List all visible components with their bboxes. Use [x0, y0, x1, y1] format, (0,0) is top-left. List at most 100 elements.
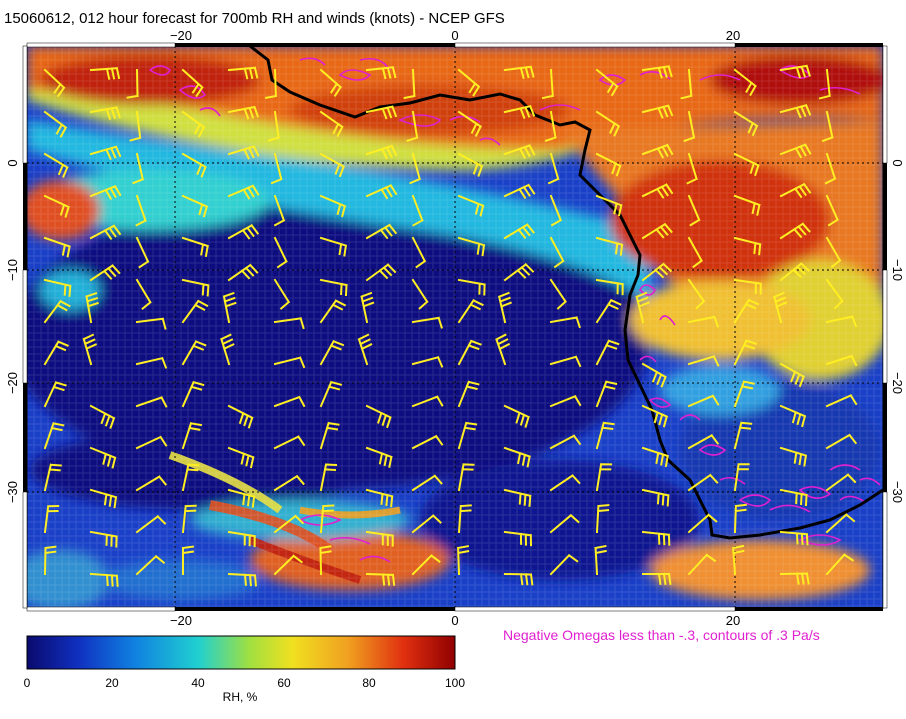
- wind-barb: [126, 68, 139, 99]
- wind-barb: [457, 236, 486, 257]
- wind-barb: [273, 474, 305, 492]
- wind-barb: [549, 316, 581, 329]
- wind-barb: [541, 68, 554, 100]
- wind-barb: [411, 236, 427, 269]
- wind-barb: [595, 194, 623, 217]
- wind-barb: [818, 68, 831, 100]
- wind-barb: [227, 572, 257, 587]
- wind-barb: [733, 194, 761, 216]
- wind-barb: [411, 514, 442, 534]
- wind-barb: [547, 152, 560, 185]
- wind-barb: [181, 236, 209, 258]
- wind-barb: [135, 554, 166, 576]
- wind-barb: [733, 503, 747, 534]
- wind-barb: [503, 262, 535, 282]
- wind-barb: [733, 421, 753, 450]
- wind-barb: [222, 291, 237, 324]
- wind-barb: [549, 355, 582, 368]
- wind-barb: [732, 544, 745, 576]
- wind-barb: [319, 339, 345, 366]
- wind-barb: [273, 395, 306, 408]
- wind-barb: [319, 504, 335, 534]
- wind-barb: [273, 435, 306, 450]
- wind-barb: [457, 463, 475, 492]
- wind-barb: [457, 339, 482, 366]
- wind-barb: [549, 394, 582, 408]
- wind-barb: [89, 184, 122, 200]
- wind-barb: [227, 530, 256, 548]
- wind-barb: [825, 433, 858, 450]
- wind-barb: [319, 278, 348, 297]
- wind-barb: [733, 278, 762, 295]
- wind-barb: [687, 355, 720, 367]
- wind-barb: [779, 143, 812, 159]
- wind-barb: [825, 236, 842, 269]
- wind-barb: [503, 572, 534, 586]
- wind-barb: [135, 514, 167, 534]
- wind-barb: [409, 152, 422, 185]
- wind-barb: [595, 68, 619, 97]
- wind-barb: [641, 104, 674, 119]
- wind-barb: [457, 380, 480, 408]
- wind-barb: [43, 504, 60, 534]
- wind-barb: [595, 380, 618, 408]
- wind-barb: [641, 183, 674, 199]
- right-tick-label: 0: [890, 159, 905, 166]
- wind-barb: [641, 404, 669, 428]
- wind-barb: [135, 475, 168, 492]
- wind-barb: [680, 68, 693, 100]
- wind-barb: [319, 152, 346, 178]
- wind-barb: [503, 488, 532, 507]
- wind-barb: [457, 421, 478, 450]
- wind-barb: [825, 394, 858, 408]
- wind-barb: [82, 333, 98, 366]
- wind-barb: [181, 278, 210, 297]
- wind-barb: [227, 224, 260, 240]
- wind-barb: [595, 339, 620, 366]
- wind-barb: [733, 298, 760, 324]
- wind-barb: [503, 183, 536, 199]
- wind-barb: [319, 236, 348, 257]
- wind-barb: [411, 194, 424, 227]
- wind-barb: [779, 222, 811, 240]
- wind-barb: [457, 68, 481, 97]
- omega-footnote: Negative Omegas less than -.3, contours …: [503, 627, 820, 643]
- wind-barb: [595, 278, 624, 296]
- wind-barb: [411, 474, 443, 492]
- wind-barb: [683, 110, 696, 143]
- left-tick-label: −20: [5, 372, 20, 394]
- wind-barb: [549, 278, 567, 310]
- wind-barb: [273, 278, 291, 310]
- wind-barb: [779, 530, 809, 546]
- wind-barb: [365, 446, 393, 468]
- wind-barb: [411, 434, 444, 450]
- wind-barb: [365, 184, 398, 200]
- colorbar-tick: 0: [23, 676, 31, 690]
- wind-barb: [457, 504, 472, 534]
- rh-field: [27, 46, 883, 608]
- wind-barb: [270, 152, 283, 185]
- wind-barb: [411, 554, 441, 576]
- wind-barb: [227, 145, 260, 160]
- wind-barb: [825, 194, 839, 227]
- wind-barb: [365, 488, 394, 508]
- wind-barb: [595, 298, 622, 324]
- wind-barb: [227, 404, 254, 429]
- wind-barb: [641, 262, 673, 282]
- wind-barb: [43, 340, 69, 366]
- wind-barb: [43, 381, 67, 408]
- wind-barb: [89, 404, 116, 429]
- wind-barb: [503, 446, 531, 468]
- wind-barb: [635, 291, 650, 324]
- wind-barb: [135, 396, 168, 408]
- wind-barb: [503, 530, 533, 547]
- wind-barb: [227, 446, 255, 469]
- wind-barb: [503, 65, 535, 80]
- wind-barb: [641, 362, 667, 388]
- coastline: [249, 46, 883, 540]
- left-tick-label: −10: [5, 259, 20, 281]
- wind-barb: [549, 513, 580, 534]
- wind-barb: [181, 380, 205, 408]
- wind-barb: [779, 64, 811, 79]
- wind-barb: [549, 553, 579, 576]
